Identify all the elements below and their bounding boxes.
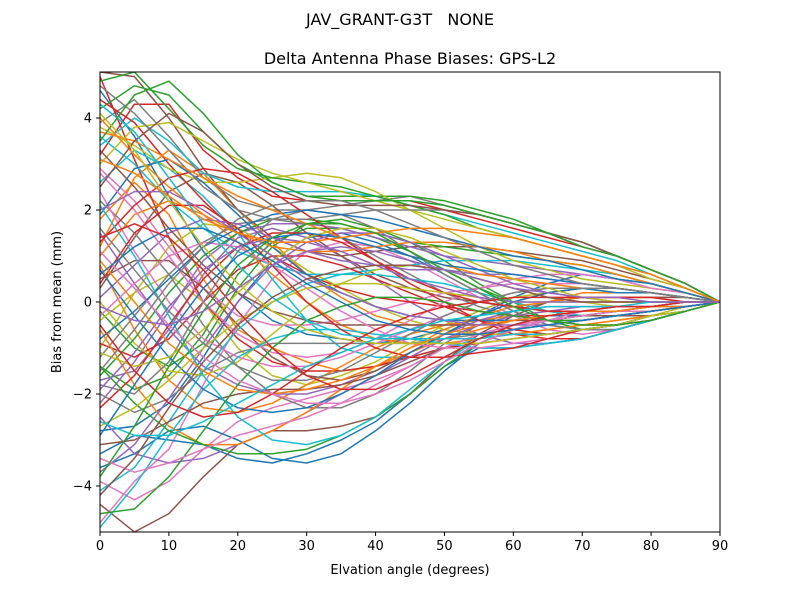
figure-suptitle: JAV_GRANT-G3T NONE [306,10,494,29]
x-tick-label: 10 [161,539,178,554]
y-tick-label: −2 [73,388,92,403]
series-line-81 [100,227,720,335]
x-tick-label: 90 [712,539,729,554]
series-line-84 [100,223,720,391]
x-tick-label: 0 [96,539,104,554]
chart-title: Delta Antenna Phase Biases: GPS-L2 [264,49,556,68]
x-tick-label: 60 [505,539,522,554]
y-tick-label: 0 [84,296,92,311]
y-axis: −4 −2 0 2 4 [73,112,100,495]
x-tick-label: 20 [230,539,247,554]
y-tick-label: 2 [84,204,92,219]
series-line-85 [100,246,720,326]
y-tick-label: 4 [84,112,92,127]
series-line-17 [100,301,720,501]
y-tick-label: −4 [73,480,92,495]
series-line-82 [100,158,720,303]
x-axis-label: Elvation angle (degrees) [330,563,489,578]
series-layer [100,72,720,532]
x-tick-label: 40 [367,539,384,554]
y-axis-label: Bias from mean (mm) [50,231,65,373]
series-line-72 [100,260,720,395]
x-tick-label: 50 [436,539,453,554]
series-line-76 [100,264,720,496]
series-line-50 [100,301,720,528]
series-line-73 [100,80,720,303]
series-line-41 [100,158,720,322]
x-tick-label: 80 [643,539,660,554]
series-line-70 [100,103,720,340]
x-tick-label: 30 [298,539,315,554]
x-tick-label: 70 [574,539,591,554]
series-line-21 [100,232,720,432]
series-line-51 [100,269,720,414]
x-axis: 0 10 20 30 40 50 60 70 80 90 [96,532,728,554]
series-line-26 [100,296,720,532]
